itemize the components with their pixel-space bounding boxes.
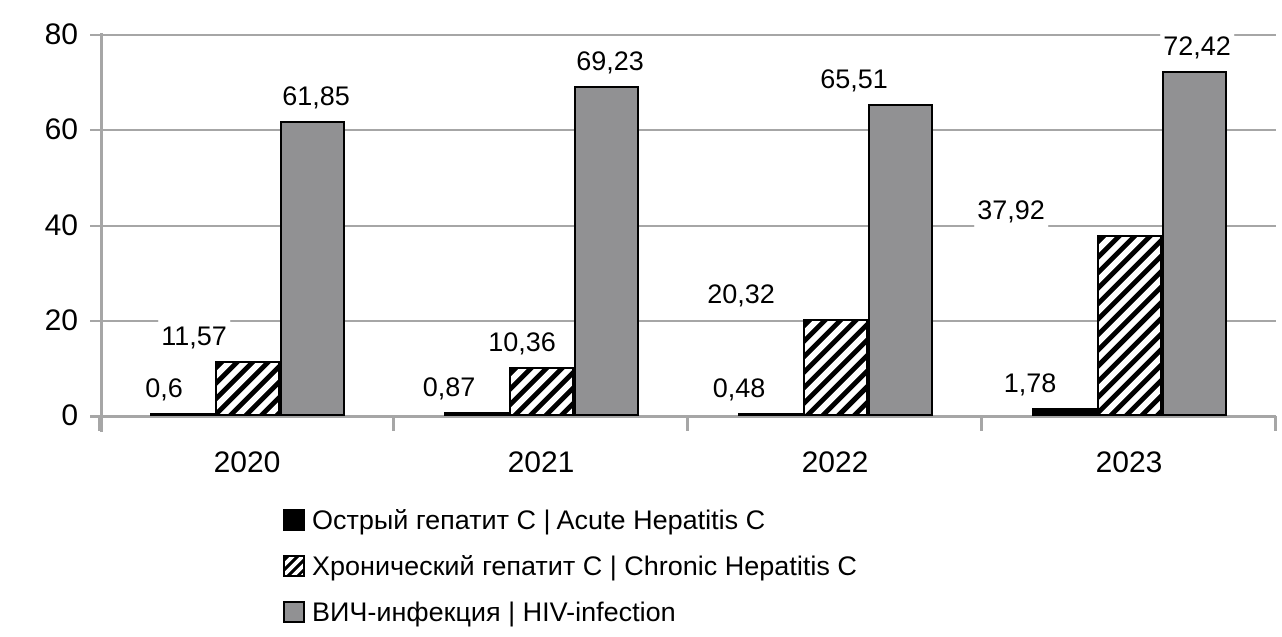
legend-swatch-solid-gray xyxy=(283,601,305,623)
value-label: 1,78 xyxy=(1000,365,1060,400)
gridline-80 xyxy=(90,34,1276,36)
value-label: 72,42 xyxy=(1160,29,1234,64)
gridline-60 xyxy=(90,129,1276,132)
value-label: 10,36 xyxy=(485,324,559,359)
bar-2020-s2 xyxy=(279,121,345,416)
value-label: 61,85 xyxy=(279,79,353,114)
gridline-20 xyxy=(90,319,1276,322)
bar-2023-s1 xyxy=(1096,235,1162,416)
legend-label: Хронический гепатит C | Chronic Hepatiti… xyxy=(312,550,857,581)
bar-2022-s2 xyxy=(867,104,933,416)
bar-2020-s0 xyxy=(149,413,215,416)
value-label: 37,92 xyxy=(974,193,1048,228)
x-tick xyxy=(980,416,983,431)
gridline-40 xyxy=(90,224,1276,227)
bar-2022-s1 xyxy=(802,319,868,416)
legend-label: Острый гепатит C | Acute Hepatitis C xyxy=(312,504,766,535)
legend-row-0: Острый гепатит C | Acute Hepatitis C xyxy=(283,497,857,543)
bar-2023-s0 xyxy=(1031,407,1097,416)
y-tick-label: 40 xyxy=(44,208,78,242)
legend: Острый гепатит C | Acute Hepatitis C Хрон… xyxy=(283,497,857,635)
legend-row-2: ВИЧ-инфекция | HIV-infection xyxy=(283,589,857,635)
value-label: 0,6 xyxy=(142,371,186,405)
bar-2020-s1 xyxy=(214,360,280,416)
legend-label: ВИЧ-инфекция | HIV-infection xyxy=(312,596,676,627)
value-label: 0,87 xyxy=(419,369,479,404)
x-category-label: 2021 xyxy=(507,446,575,479)
x-category-label: 2023 xyxy=(1095,446,1163,479)
y-axis-line xyxy=(100,33,103,432)
x-tick xyxy=(98,416,101,431)
x-category-label: 2020 xyxy=(213,446,281,479)
value-label: 65,51 xyxy=(817,62,891,96)
value-label: 20,32 xyxy=(704,277,778,312)
y-tick-label: 80 xyxy=(44,18,78,51)
x-tick xyxy=(1274,416,1277,431)
y-tick-label: 0 xyxy=(61,399,78,432)
value-label: 11,57 xyxy=(158,318,230,353)
legend-swatch-diagonal-hatch xyxy=(283,555,305,577)
x-axis-line xyxy=(90,415,1276,418)
legend-swatch-solid-black xyxy=(283,509,305,531)
y-tick-label: 60 xyxy=(44,113,78,147)
bar-2021-s0 xyxy=(443,411,509,416)
bar-2021-s1 xyxy=(508,366,574,416)
x-tick xyxy=(392,416,395,431)
bar-2021-s2 xyxy=(573,86,639,416)
x-tick xyxy=(686,416,689,431)
value-label: 69,23 xyxy=(573,44,647,79)
bar-2022-s0 xyxy=(737,413,803,416)
bar-2023-s2 xyxy=(1161,71,1227,416)
legend-row-1: Хронический гепатит C | Chronic Hepatiti… xyxy=(283,543,857,589)
x-category-label: 2022 xyxy=(801,446,869,479)
y-tick-label: 20 xyxy=(44,303,78,337)
value-label: 0,48 xyxy=(709,371,769,405)
